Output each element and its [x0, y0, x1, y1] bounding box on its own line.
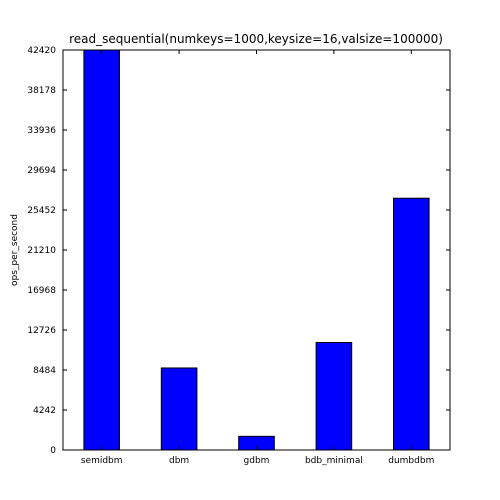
x-tick-label: semidbm — [81, 456, 123, 466]
y-tick-label: 12726 — [27, 326, 56, 336]
bar-bdb_minimal — [315, 342, 353, 451]
x-tick-label: dumbdbm — [388, 456, 434, 466]
chart-title: read_sequential(numkeys=1000,keysize=16,… — [69, 32, 443, 46]
y-tick-label: 8484 — [33, 366, 56, 376]
y-tick-label: 29694 — [27, 166, 56, 176]
y-tick-label: 0 — [50, 446, 56, 456]
y-tick-label: 33936 — [27, 126, 56, 136]
y-tick-label: 4242 — [33, 406, 56, 416]
x-axis-ticks: semidbm dbm gdbm bdb_minimal dumbdbm — [81, 50, 434, 466]
y-tick-label: 42420 — [27, 46, 56, 56]
y-axis-label: ops_per_second — [10, 214, 20, 286]
plot-frame — [62, 49, 451, 451]
x-tick-label: bdb_minimal — [305, 456, 363, 466]
x-tick-label: gdbm — [244, 456, 270, 466]
bar-semidbm — [83, 49, 121, 451]
bar-dumbdbm — [392, 197, 430, 451]
y-axis-ticks: 0 4242 8484 12726 16968 21210 25452 29694 33936 3… — [27, 46, 450, 456]
y-tick-label: 38178 — [27, 86, 56, 96]
y-tick-label: 25452 — [27, 206, 56, 216]
bars-group — [83, 49, 430, 451]
x-tick-label: dbm — [169, 456, 189, 466]
bar-dbm — [160, 367, 198, 451]
y-tick-label: 21210 — [27, 246, 56, 256]
y-tick-label: 16968 — [27, 286, 56, 296]
